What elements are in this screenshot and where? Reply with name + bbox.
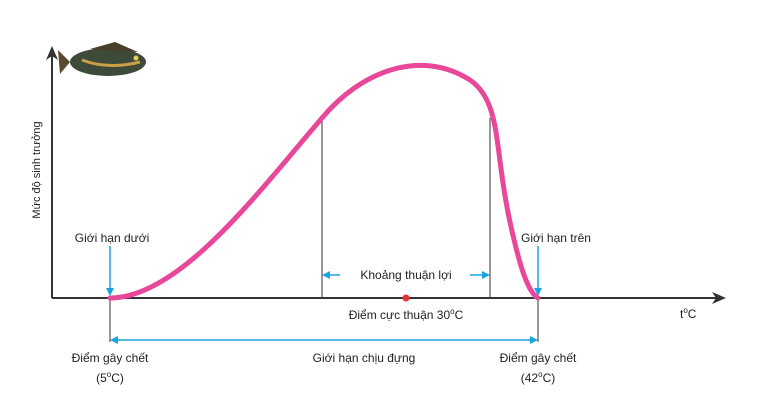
x-label-text: t [680, 307, 684, 321]
lethal-low-value: (5oC) [96, 370, 124, 385]
x-label-unit: C [688, 307, 697, 321]
lethal-low-sup: o [107, 370, 112, 379]
lethal-low-unit: C) [111, 371, 124, 385]
lethal-high-unit: C) [543, 371, 556, 385]
tolerance-label: Giới hạn chịu đựng [313, 351, 416, 365]
optimum-text: Điểm cực thuận 30 [349, 308, 451, 322]
lethal-low-num: (5 [96, 371, 107, 385]
x-axis-label: toC [680, 306, 697, 321]
upper-limit-label: Giới hạn trên [521, 231, 591, 245]
lethal-high-num: (42 [521, 371, 539, 385]
optimum-sup: o [450, 307, 455, 316]
lethal-high-label: Điểm gây chết [500, 351, 577, 365]
lower-limit-label: Giới hạn dưới [75, 231, 149, 245]
favorable-range-label: Khoảng thuận lợi [360, 268, 451, 282]
lethal-low-label: Điểm gây chết [72, 351, 149, 365]
optimum-label: Điểm cực thuận 30oC [349, 307, 464, 322]
growth-curve [107, 62, 541, 301]
fish-icon [58, 42, 146, 76]
y-axis-label: Mức độ sinh trưởng [31, 121, 43, 218]
optimum-dot [402, 294, 410, 302]
lethal-high-sup: o [538, 370, 543, 379]
lethal-high-value: (42oC) [521, 370, 555, 385]
optimum-unit: C [455, 308, 464, 322]
x-label-sup: o [683, 306, 688, 315]
